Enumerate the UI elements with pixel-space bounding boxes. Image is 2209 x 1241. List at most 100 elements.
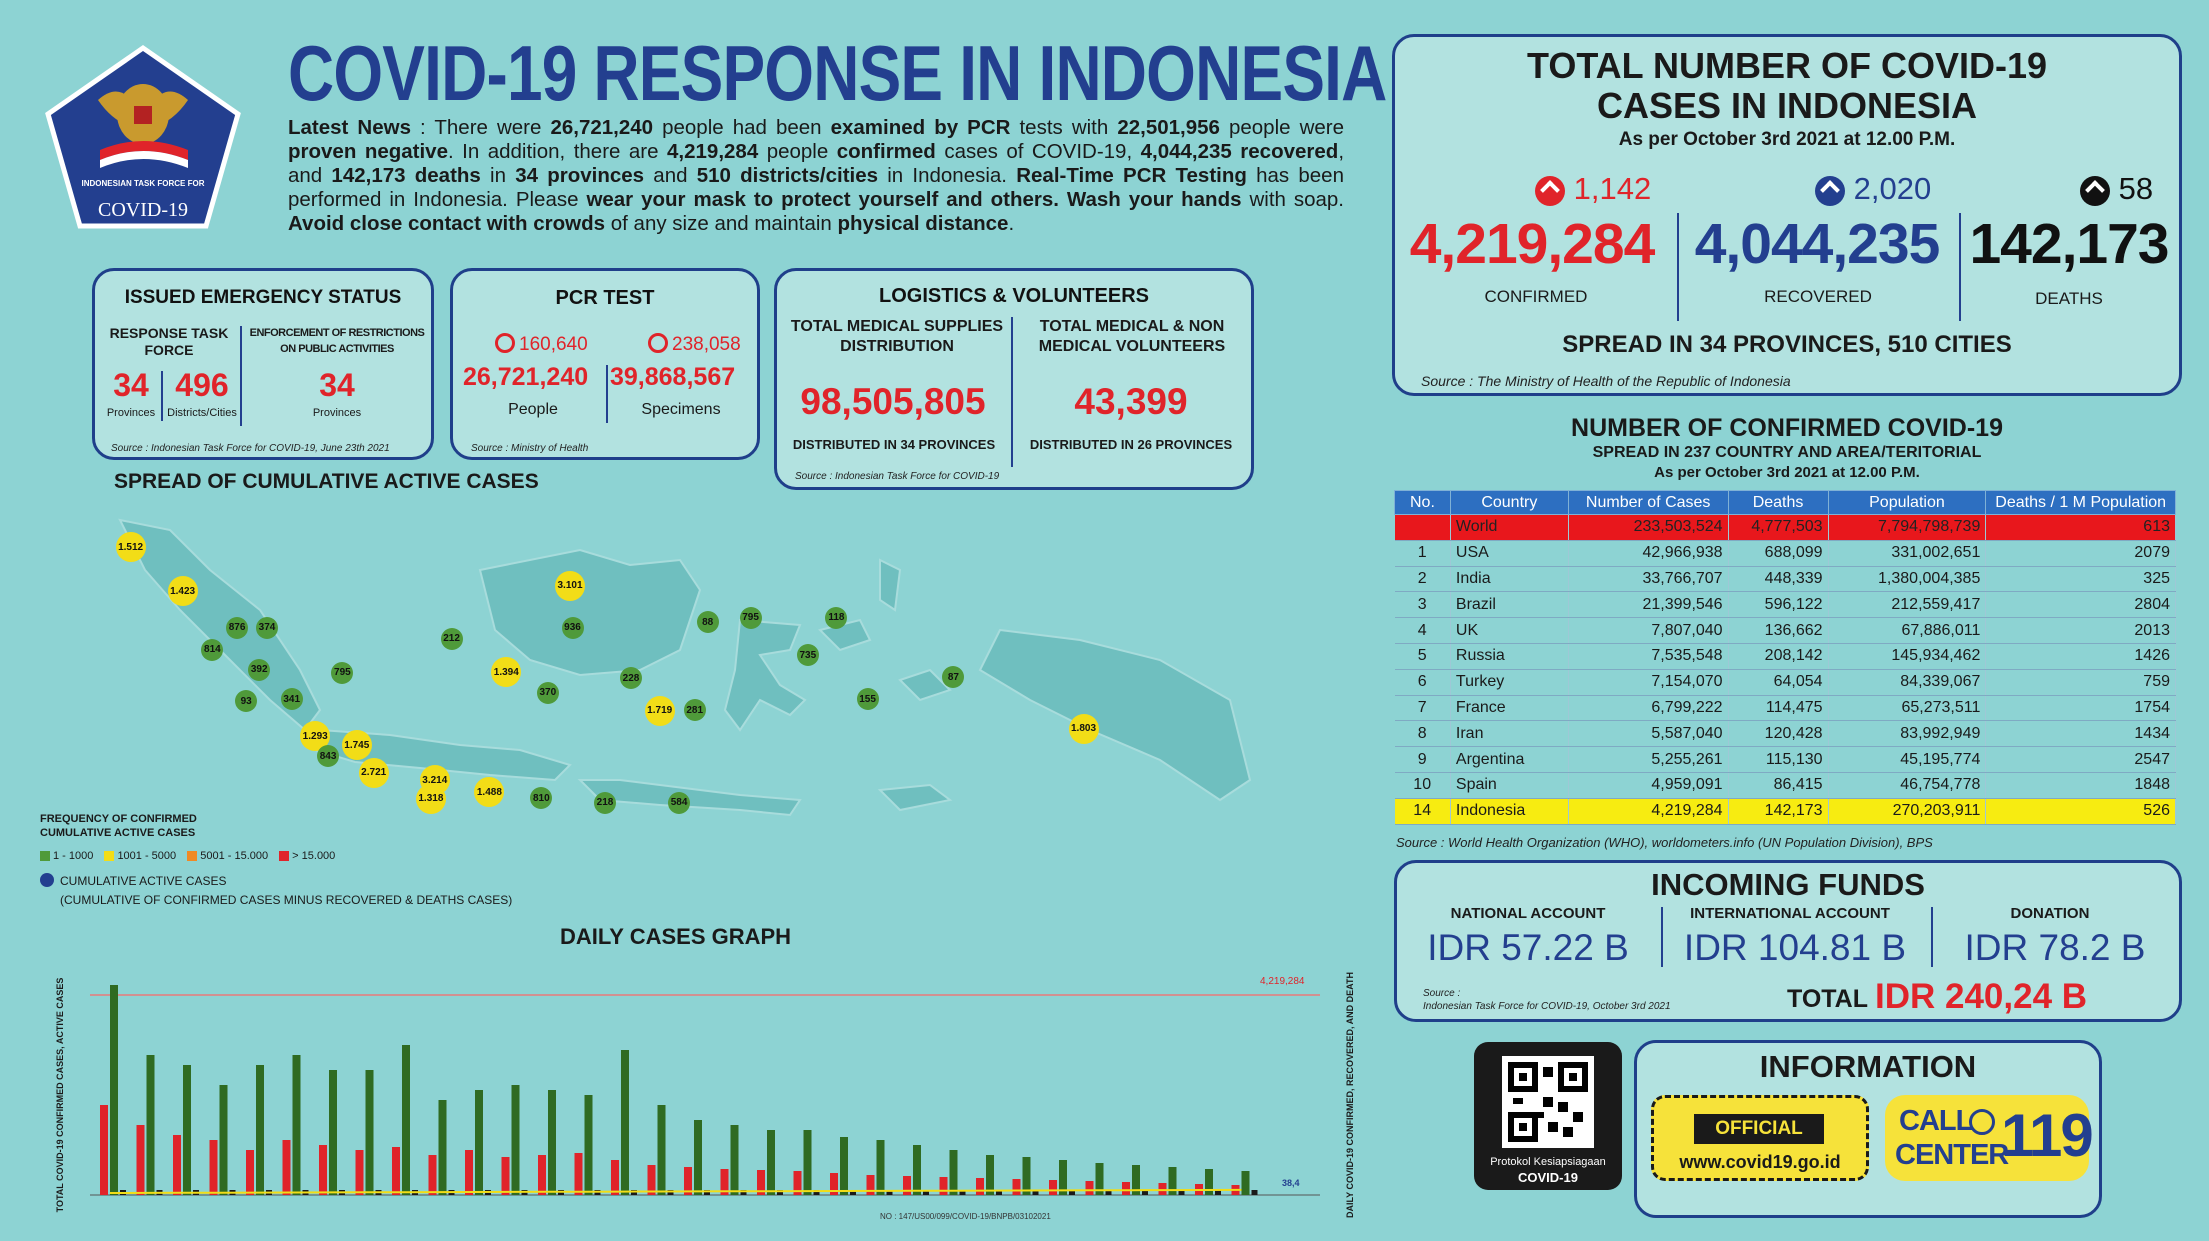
official-site-url[interactable]: www.covid19.go.id	[1679, 1152, 1841, 1172]
graph-left-axis-label: TOTAL COVID-19 CONFIRMED CASES, ACTIVE C…	[55, 977, 65, 1213]
logistics-panel: LOGISTICS & VOLUNTEERS TOTAL MEDICAL SUP…	[774, 268, 1254, 490]
daily-recovered-bar	[146, 1055, 155, 1195]
table-cell: 331,002,651	[1828, 540, 1987, 567]
graph-footer: NO : 147/US00/099/COVID-19/BNPB/03102021	[880, 1212, 1051, 1221]
daily-confirmed-bar	[1049, 1180, 1057, 1195]
table-cell: Russia	[1450, 643, 1569, 670]
districts-count: 496	[175, 367, 229, 403]
daily-recovered-bar	[986, 1155, 994, 1195]
emergency-title: ISSUED EMERGENCY STATUS	[124, 287, 402, 308]
recovered-value: 4,044,235	[1694, 212, 1941, 276]
table-cell: Turkey	[1450, 669, 1569, 696]
daily-recovered-bar	[949, 1150, 958, 1195]
confirmed-label: CONFIRMED	[1484, 287, 1588, 306]
table-cell: 83,992,949	[1828, 720, 1987, 748]
table-cell: 7,535,548	[1568, 643, 1729, 670]
table-cell: 10	[1394, 772, 1451, 799]
table-cell: 1434	[1985, 720, 2176, 748]
daily-death-bar	[1105, 1190, 1112, 1195]
table-cell: 65,273,511	[1828, 695, 1987, 722]
daily-confirmed-bar	[136, 1125, 145, 1195]
map-region-dot: 212	[440, 627, 463, 650]
daily-confirmed-bar	[538, 1155, 546, 1195]
qr-code-card[interactable]: Protokol Kesiapsiagaan COVID-19	[1474, 1042, 1622, 1190]
map-region-dot: 341	[280, 688, 303, 711]
daily-confirmed-bar	[355, 1150, 364, 1195]
table-cell: 233,503,524	[1568, 514, 1729, 541]
daily-recovered-bar	[110, 985, 118, 1195]
daily-death-bar	[667, 1190, 674, 1195]
deaths-increase: 58	[2080, 171, 2153, 207]
table-cell: 120,428	[1728, 720, 1829, 748]
pcr-specimens-value: 39,868,567	[610, 363, 736, 391]
table-cell: 1848	[1985, 772, 2176, 799]
daily-recovered-bar	[548, 1090, 556, 1195]
table-header: Country	[1449, 490, 1569, 515]
indonesia-map: 1.512 1.423 876 374 814 392 795 93 341 1.293 1.745…	[100, 500, 1260, 880]
official-site-button[interactable]: OFFICIAL SITE www.covid19.go.id	[1651, 1095, 1869, 1181]
table-cell: 6,799,222	[1568, 695, 1729, 722]
daily-death-bar	[996, 1190, 1002, 1195]
confirmed-value: 4,219,284	[1409, 212, 1656, 276]
table-cell: 688,099	[1728, 540, 1829, 567]
totals-date: As per October 3rd 2021 at 12.00 P.M.	[1618, 129, 1956, 150]
map-region-dot: 735	[796, 644, 819, 667]
daily-confirmed-bar	[684, 1167, 692, 1195]
map-region-dot: 281	[683, 699, 706, 722]
legend-item: 1 - 1000	[40, 850, 93, 862]
totals-title-line1: TOTAL NUMBER OF COVID-19	[1526, 45, 2048, 86]
map-region-dot: 1.423	[167, 576, 198, 606]
deaths-value: 142,173	[1969, 212, 2169, 276]
table-row: World 233,503,524 4,777,503 7,794,798,739 61…	[1394, 514, 2176, 541]
donation-value: IDR 78.2 B	[1964, 927, 2146, 968]
map-region-dot: 87	[942, 666, 965, 689]
daily-cases-chart	[90, 985, 1320, 1196]
table-cell: 2804	[1985, 591, 2176, 619]
graph-last-label: 38,4	[1282, 1178, 1300, 1188]
map-region-dot: 876	[226, 616, 249, 639]
national-account-value: IDR 57.22 B	[1427, 927, 1629, 968]
daily-confirmed-bar	[282, 1140, 291, 1195]
map-region-dot: 1.745	[341, 730, 372, 760]
map-region-dot: 843	[317, 745, 340, 768]
daily-recovered-bar	[657, 1105, 666, 1195]
daily-death-bar	[1032, 1190, 1039, 1195]
legend-title-line2: CUMULATIVE ACTIVE CASES	[40, 827, 196, 839]
table-cell: 1	[1394, 540, 1451, 567]
table-row: 1 USA 42,966,938 688,099 331,002,651 2079	[1394, 540, 2176, 567]
table-cell: 2547	[1985, 746, 2176, 773]
map-region-dot: 218	[594, 791, 616, 814]
daily-recovered-bar	[584, 1095, 593, 1195]
daily-recovered-bar	[475, 1090, 483, 1195]
daily-recovered-bar	[1095, 1163, 1104, 1195]
daily-recovered-bar	[1241, 1171, 1250, 1195]
page-title: COVID-19 RESPONSE IN INDONESIA	[288, 29, 1387, 117]
call-center-button[interactable]: CALL CENTER 119	[1885, 1095, 2094, 1181]
table-cell: 5	[1394, 643, 1451, 670]
daily-recovered-bar	[1205, 1169, 1213, 1195]
table-header: Number of Cases	[1567, 490, 1729, 515]
daily-recovered-bar	[694, 1120, 702, 1195]
table-cell: 142,173	[1728, 798, 1829, 825]
information-panel: INFORMATION OFFICIAL SITE www.covid19.go…	[1634, 1040, 2102, 1218]
table-row: 4 UK 7,807,040 136,662 67,886,011 2013	[1394, 617, 2176, 644]
table-cell: 5,587,040	[1568, 720, 1729, 748]
world-cases-table: No. Country Number of Cases Deaths Popul…	[1394, 490, 2176, 825]
daily-death-bar	[1251, 1190, 1258, 1195]
daily-confirmed-bar	[939, 1177, 948, 1195]
funds-total-value: IDR 240,24 B	[1875, 977, 2088, 1016]
table-cell: 2	[1394, 566, 1451, 593]
graph-right-axis-label: DAILY COVID-19 CONFIRMED, RECOVERED, AND…	[1345, 971, 1355, 1219]
map-region-dot: 810	[530, 787, 553, 810]
table-header: Deaths / 1 M Population	[1985, 490, 2176, 515]
table-cell: 212,559,417	[1828, 591, 1987, 619]
daily-death-bar	[959, 1190, 966, 1195]
daily-confirmed-bar	[465, 1150, 473, 1195]
call-center-number: 119	[2001, 1102, 2094, 1169]
indonesia-map-icon	[118, 518, 1252, 817]
enforcement-provinces-count: 34	[319, 367, 355, 403]
map-region-dot: 3.101	[555, 570, 585, 601]
daily-death-bar	[850, 1190, 856, 1195]
daily-recovered-bar	[730, 1125, 739, 1195]
incoming-funds-panel: INCOMING FUNDS NATIONAL ACCOUNT INTERNAT…	[1394, 860, 2182, 1022]
